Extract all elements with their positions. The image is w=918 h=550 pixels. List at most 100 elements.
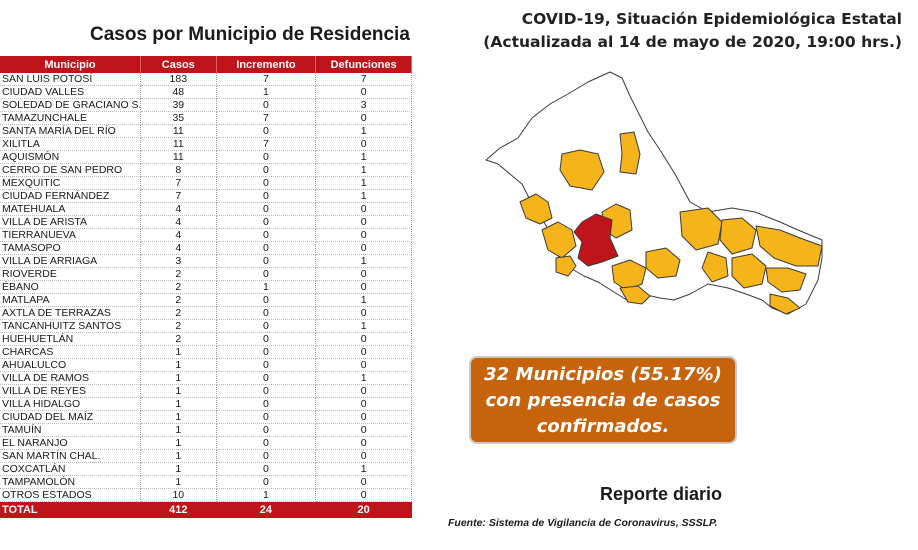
row-municipio: MATLAPA: [0, 293, 141, 307]
row-municipio: OTROS ESTADOS: [0, 488, 141, 502]
total-label: TOTAL: [0, 501, 141, 518]
table-row: EL NARANJO 1 0 0: [0, 436, 412, 450]
row-defunciones: 1: [315, 254, 412, 268]
row-casos: 1: [140, 371, 217, 385]
header-incremento: Incremento: [216, 56, 317, 73]
row-incremento: 0: [216, 345, 317, 359]
row-casos: 8: [140, 163, 217, 177]
table-row: VILLA DE REYES 1 0 0: [0, 384, 412, 398]
row-incremento: 0: [216, 98, 317, 112]
table-row: MEXQUITIC 7 0 1: [0, 176, 412, 190]
table-row: AXTLA DE TERRAZAS 2 0 0: [0, 306, 412, 320]
map-muni-south-2: [645, 247, 681, 279]
row-casos: 2: [140, 332, 217, 346]
map-muni-huasteca-1: [731, 253, 767, 289]
map-muni-east-3: [755, 225, 823, 267]
header-casos: Casos: [140, 56, 217, 73]
table-header-row: Municipio Casos Incremento Defunciones: [0, 56, 412, 73]
row-casos: 1: [140, 449, 217, 463]
map-muni-east-2: [719, 217, 757, 255]
table-row: TAMUÍN 1 0 0: [0, 423, 412, 437]
row-defunciones: 1: [315, 462, 412, 476]
row-casos: 39: [140, 98, 217, 112]
table-row: SOLEDAD DE GRACIANO S. 39 0 3: [0, 98, 412, 112]
row-casos: 10: [140, 488, 217, 502]
callout-line-2: con presencia de casos: [485, 390, 721, 411]
row-incremento: 7: [216, 73, 317, 86]
row-defunciones: 0: [315, 111, 412, 125]
row-defunciones: 0: [315, 488, 412, 502]
row-casos: 1: [140, 436, 217, 450]
total-row: TOTAL 412 24 20: [0, 501, 412, 518]
map-muni-south-3: [619, 285, 651, 305]
row-casos: 2: [140, 319, 217, 333]
row-defunciones: 0: [315, 280, 412, 294]
total-casos: 412: [140, 501, 217, 518]
row-casos: 1: [140, 423, 217, 437]
table-row: COXCATLÁN 1 0 1: [0, 462, 412, 476]
row-casos: 183: [140, 73, 217, 86]
row-incremento: 1: [216, 280, 317, 294]
cases-table: Municipio Casos Incremento Defunciones S…: [0, 56, 412, 518]
row-defunciones: 0: [315, 137, 412, 151]
row-casos: 2: [140, 280, 217, 294]
row-casos: 2: [140, 293, 217, 307]
row-municipio: VILLA DE ARISTA: [0, 215, 141, 229]
state-map: [470, 62, 830, 322]
row-defunciones: 0: [315, 85, 412, 99]
table-row: TAMAZUNCHALE 35 7 0: [0, 111, 412, 125]
row-casos: 2: [140, 306, 217, 320]
table-row: RIOVERDE 2 0 0: [0, 267, 412, 281]
row-incremento: 0: [216, 215, 317, 229]
row-municipio: VILLA DE ARRIAGA: [0, 254, 141, 268]
row-incremento: 0: [216, 150, 317, 164]
row-casos: 1: [140, 462, 217, 476]
table-row: AHUALULCO 1 0 0: [0, 358, 412, 372]
row-defunciones: 1: [315, 293, 412, 307]
row-incremento: 0: [216, 462, 317, 476]
table-row: CERRO DE SAN PEDRO 8 0 1: [0, 163, 412, 177]
row-casos: 1: [140, 410, 217, 424]
row-municipio: MEXQUITIC: [0, 176, 141, 190]
map-muni-north-2: [619, 131, 641, 175]
table-row: TAMASOPO 4 0 0: [0, 241, 412, 255]
row-incremento: 0: [216, 436, 317, 450]
row-casos: 1: [140, 384, 217, 398]
row-incremento: 0: [216, 423, 317, 437]
report-label: Reporte diario: [600, 484, 723, 504]
row-incremento: 0: [216, 241, 317, 255]
table-row: SAN LUIS POTOSÍ 183 7 7: [0, 73, 412, 86]
map-muni-huasteca-4: [701, 251, 729, 283]
table-row: VILLA DE ARISTA 4 0 0: [0, 215, 412, 229]
row-municipio: TANCANHUITZ SANTOS: [0, 319, 141, 333]
row-incremento: 0: [216, 371, 317, 385]
row-incremento: 0: [216, 384, 317, 398]
row-municipio: CIUDAD VALLES: [0, 85, 141, 99]
row-defunciones: 0: [315, 358, 412, 372]
row-casos: 3: [140, 254, 217, 268]
row-defunciones: 0: [315, 436, 412, 450]
row-casos: 48: [140, 85, 217, 99]
row-municipio: VILLA HIDALGO: [0, 397, 141, 411]
row-municipio: SOLEDAD DE GRACIANO S.: [0, 98, 141, 112]
row-defunciones: 1: [315, 163, 412, 177]
table-row: XILITLA 11 7 0: [0, 137, 412, 151]
row-incremento: 0: [216, 358, 317, 372]
row-incremento: 1: [216, 488, 317, 502]
map-muni-center-1: [541, 221, 577, 259]
row-incremento: 0: [216, 176, 317, 190]
row-municipio: COXCATLÁN: [0, 462, 141, 476]
row-casos: 1: [140, 358, 217, 372]
row-incremento: 0: [216, 228, 317, 242]
row-casos: 11: [140, 124, 217, 138]
row-defunciones: 0: [315, 332, 412, 346]
row-defunciones: 1: [315, 319, 412, 333]
row-casos: 11: [140, 137, 217, 151]
row-municipio: HUEHUETLÁN: [0, 332, 141, 346]
report-title: COVID-19, Situación Epidemiológica Estat…: [483, 8, 902, 54]
row-incremento: 1: [216, 85, 317, 99]
row-municipio: AQUISMÓN: [0, 150, 141, 164]
row-incremento: 7: [216, 111, 317, 125]
table-row: CIUDAD VALLES 48 1 0: [0, 85, 412, 99]
total-defunciones: 20: [315, 501, 412, 518]
